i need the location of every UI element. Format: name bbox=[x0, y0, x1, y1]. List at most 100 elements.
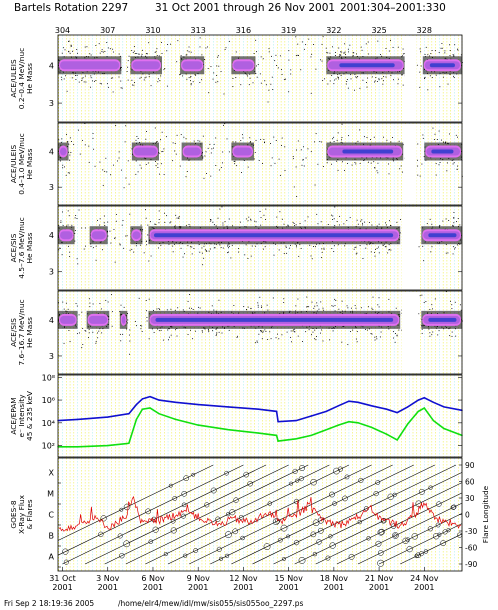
scatter-dot bbox=[67, 308, 69, 310]
scatter-dot bbox=[89, 306, 91, 308]
scatter-dot bbox=[99, 52, 101, 54]
scatter-dot bbox=[175, 153, 177, 155]
scatter-dot bbox=[275, 139, 277, 141]
scatter-dot bbox=[295, 305, 297, 307]
scatter-dot bbox=[113, 228, 115, 230]
scatter-dot bbox=[435, 174, 437, 176]
scatter-dot bbox=[201, 252, 203, 254]
scatter-dot bbox=[346, 79, 348, 80]
scatter-dot bbox=[438, 330, 440, 332]
flare-marker bbox=[216, 546, 222, 552]
flare-track bbox=[62, 464, 267, 565]
scatter-dot bbox=[191, 253, 193, 255]
longitude-tick-label: 90 bbox=[465, 461, 475, 470]
scatter-dot bbox=[134, 53, 136, 54]
scatter-dot bbox=[199, 307, 201, 309]
scatter-dot bbox=[393, 160, 395, 162]
y-tick-label: 3 bbox=[49, 99, 54, 108]
scatter-dot bbox=[182, 75, 184, 77]
scatter-dot bbox=[264, 246, 266, 248]
scatter-dot bbox=[69, 340, 71, 342]
scatter-dot bbox=[84, 75, 86, 77]
scatter-dot bbox=[366, 82, 367, 83]
scatter-dot bbox=[178, 216, 180, 218]
scatter-dot bbox=[295, 55, 297, 56]
doy-tick-label: 322 bbox=[326, 26, 341, 35]
scatter-dot bbox=[321, 329, 322, 331]
flare-marker bbox=[263, 543, 271, 551]
scatter-dot bbox=[398, 329, 400, 331]
scatter-dot bbox=[190, 76, 192, 78]
scatter-dot bbox=[313, 246, 314, 247]
scatter-dot bbox=[107, 86, 109, 88]
scatter-dot bbox=[348, 51, 350, 53]
scatter-dot bbox=[68, 41, 70, 43]
mass-panel-2: 4 3 ACE/ULEIS 0.4–1.0 MeV/nuc He Mass bbox=[9, 122, 463, 206]
date-tick-label: 3 Nov bbox=[96, 574, 120, 583]
scatter-dot bbox=[59, 160, 61, 162]
scatter-dot bbox=[206, 251, 208, 252]
scatter-dot bbox=[228, 151, 230, 153]
flare-marker bbox=[348, 553, 355, 560]
scatter-dot bbox=[233, 304, 235, 306]
scatter-dot bbox=[331, 248, 333, 250]
scatter-dot bbox=[398, 140, 400, 142]
flare-marker bbox=[293, 539, 300, 546]
scatter-dot bbox=[74, 230, 76, 232]
scatter-dot bbox=[73, 143, 75, 145]
scatter-dot bbox=[212, 78, 214, 80]
scatter-dot bbox=[296, 196, 298, 198]
scatter-dot bbox=[187, 334, 189, 335]
scatter-dot bbox=[295, 246, 297, 248]
scatter-dot bbox=[67, 172, 69, 174]
scatter-dot bbox=[386, 139, 388, 141]
scatter-dot bbox=[213, 72, 215, 74]
flare-marker bbox=[100, 515, 107, 522]
scatter-dot bbox=[375, 336, 377, 338]
scatter-dot bbox=[228, 40, 230, 42]
scatter-dot bbox=[344, 51, 346, 53]
series-point-blue bbox=[357, 401, 359, 404]
scatter-dot bbox=[136, 136, 138, 137]
y-tick-label: 3 bbox=[49, 183, 54, 192]
scatter-dot bbox=[81, 227, 83, 229]
scatter-dot bbox=[290, 244, 291, 246]
scatter-dot bbox=[68, 330, 70, 331]
flare-marker bbox=[299, 465, 306, 471]
series-point-green bbox=[357, 422, 359, 424]
scatter-dot bbox=[192, 309, 194, 310]
scatter-dot bbox=[159, 80, 161, 82]
scatter-dot bbox=[138, 297, 140, 299]
scatter-dot bbox=[310, 151, 312, 153]
scatter-dot bbox=[121, 87, 123, 89]
scatter-dot bbox=[360, 220, 362, 222]
scatter-dot bbox=[185, 225, 187, 227]
flare-marker bbox=[233, 497, 239, 503]
scatter-dot bbox=[62, 164, 64, 166]
band-purple bbox=[133, 147, 157, 156]
scatter-dot bbox=[327, 83, 329, 85]
scatter-dot bbox=[350, 331, 352, 333]
scatter-dot bbox=[254, 220, 256, 222]
scatter-dot bbox=[99, 303, 101, 304]
scatter-dot bbox=[280, 69, 282, 71]
scatter-dot bbox=[168, 336, 170, 338]
scatter-dot bbox=[449, 133, 450, 135]
series-point-blue bbox=[370, 405, 373, 407]
scatter-dot bbox=[97, 337, 99, 339]
scatter-dot bbox=[143, 252, 145, 254]
scatter-dot bbox=[288, 50, 290, 52]
longitude-tick-label: -30 bbox=[465, 527, 477, 536]
band-core bbox=[429, 63, 455, 68]
scatter-dot bbox=[175, 329, 177, 331]
panel-label-line: He Mass bbox=[25, 232, 34, 263]
scatter-dot bbox=[70, 44, 72, 46]
scatter-dot bbox=[315, 246, 316, 248]
scatter-dot bbox=[84, 123, 86, 124]
scatter-dot bbox=[271, 157, 273, 159]
scatter-dot bbox=[74, 240, 76, 242]
scatter-dot bbox=[360, 307, 362, 309]
scatter-dot bbox=[198, 244, 200, 245]
scatter-dot bbox=[262, 330, 264, 332]
scatter-dot bbox=[217, 81, 219, 83]
